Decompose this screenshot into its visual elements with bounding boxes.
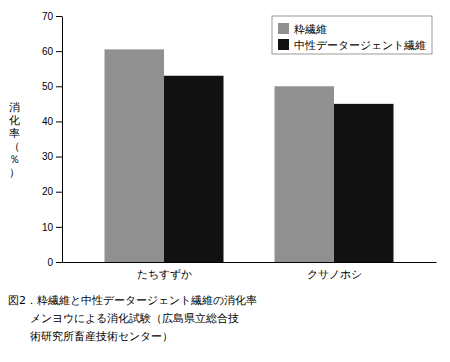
legend-swatch [278, 23, 289, 34]
legend-frame [272, 16, 432, 54]
y-tick: 0 [47, 257, 62, 268]
y-tick: 60 [42, 46, 62, 57]
y-tick-label: 0 [47, 257, 53, 268]
caption-line: 図2．粋繊維と中性データージェント繊維の消化率 [8, 294, 257, 307]
legend-swatch [278, 39, 289, 50]
chart: 0 10 20 30 40 50 60 70 たちすずか クサノホシ 粋繊維中性データージェント繊維… [0, 0, 450, 362]
plot: 0 10 20 30 40 50 60 70 たちすずか クサノホシ 粋繊維中性データージェント繊維 [42, 11, 437, 281]
caption-line: 術研究所畜産技術センター） [30, 330, 173, 343]
y-tick: 20 [42, 186, 62, 197]
x-tick-label: たちすずか [137, 268, 192, 281]
bar [334, 104, 394, 262]
y-tick: 40 [42, 116, 62, 127]
y-axis-label: 消化率（％） [9, 101, 20, 179]
y-axis: 0 10 20 30 40 50 60 70 [42, 11, 63, 268]
y-tick-label: 40 [42, 116, 54, 127]
y-tick: 30 [42, 151, 62, 162]
bars [105, 49, 394, 262]
y-tick-label: 60 [42, 46, 54, 57]
y-tick-label: 50 [42, 81, 54, 92]
bar [275, 86, 335, 262]
y-tick-mark [56, 16, 62, 17]
y-tick: 50 [42, 81, 62, 92]
legend: 粋繊維中性データージェント繊維 [272, 16, 432, 54]
y-tick: 10 [42, 222, 62, 233]
y-tick-mark [56, 157, 62, 158]
y-tick-label: 30 [42, 151, 54, 162]
caption: 図2．粋繊維と中性データージェント繊維の消化率メンヨウによる消化試験（広島県立総… [8, 294, 257, 343]
y-tick-mark [56, 262, 62, 263]
y-tick-mark [56, 192, 62, 193]
bar [105, 49, 165, 262]
legend-item: 中性データージェント繊維 [278, 39, 426, 51]
x-tick: クサノホシ [307, 268, 362, 280]
caption-line: メンヨウによる消化試験（広島県立総合技 [30, 312, 239, 325]
y-tick-label: 70 [42, 11, 54, 22]
y-axis-line [62, 17, 63, 263]
x-axis: たちすずか クサノホシ [63, 263, 437, 281]
y-tick-mark [56, 86, 62, 87]
y-tick-mark [56, 121, 62, 122]
bar [164, 76, 224, 262]
y-tick-label: 10 [42, 222, 54, 233]
legend-item: 粋繊維 [278, 23, 327, 35]
y-tick-mark [56, 227, 62, 228]
legend-label: 粋繊維 [294, 23, 327, 35]
y-tick: 70 [42, 11, 62, 22]
x-tick-label: クサノホシ [307, 268, 362, 280]
legend-label: 中性データージェント繊維 [294, 39, 426, 51]
y-tick-label: 20 [42, 186, 54, 197]
y-tick-mark [56, 51, 62, 52]
x-axis-line [63, 262, 437, 263]
x-tick: たちすずか [137, 268, 192, 281]
